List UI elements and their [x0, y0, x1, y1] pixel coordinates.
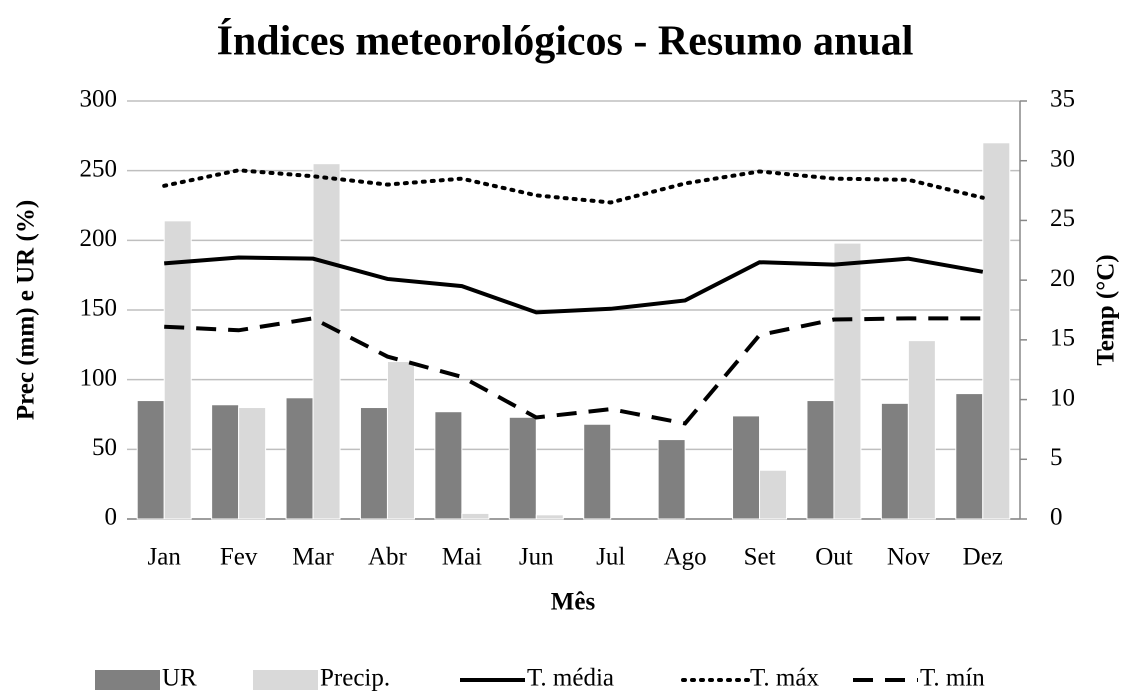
- bar: [386, 361, 415, 520]
- bar: [759, 469, 788, 520]
- bar: [359, 407, 388, 520]
- bar: [434, 411, 463, 520]
- x-tick-label: Abr: [368, 544, 408, 571]
- line-series: [164, 316, 983, 426]
- y2-tick-label: 35: [1050, 86, 1075, 113]
- legend-swatch: [95, 670, 160, 690]
- y2-tick-label: 30: [1050, 145, 1075, 172]
- x-tick-label: Mai: [442, 544, 482, 571]
- x-tick-label: Set: [744, 544, 776, 571]
- bar: [461, 512, 490, 520]
- bar: [583, 423, 612, 520]
- bar: [136, 400, 165, 520]
- bar: [880, 402, 909, 520]
- y2-tick-label: 25: [1050, 205, 1075, 232]
- x-tick-label: Nov: [887, 544, 931, 571]
- x-tick-label: Mar: [292, 544, 334, 571]
- line-series: [162, 168, 985, 205]
- y-tick-label: 100: [80, 364, 118, 391]
- y-tick-label: 150: [80, 295, 118, 322]
- chart-title: Índices meteorológicos - Resumo anual: [217, 18, 914, 65]
- legend-label: T. máx: [750, 665, 819, 692]
- bar: [535, 514, 564, 520]
- y-tick-label: 250: [80, 155, 118, 182]
- bar: [806, 400, 835, 520]
- y2-tick-label: 15: [1050, 325, 1075, 352]
- bar: [285, 397, 314, 520]
- y2-tick-label: 10: [1050, 384, 1075, 411]
- y2-tick-label: 5: [1050, 444, 1063, 471]
- bar: [238, 407, 267, 520]
- line-series: [164, 255, 984, 315]
- bar: [732, 415, 761, 520]
- x-tick-label: Dez: [963, 544, 1003, 571]
- x-tick-label: Fev: [220, 544, 258, 571]
- y-tick-label: 50: [92, 434, 117, 461]
- x-tick-label: Jul: [596, 544, 625, 571]
- x-tick-label: Out: [815, 544, 853, 571]
- bar: [833, 242, 862, 520]
- y-tick-label: 200: [80, 225, 118, 252]
- x-tick-label: Jan: [148, 544, 182, 571]
- x-tick-label: Ago: [664, 544, 707, 571]
- bar: [163, 220, 192, 520]
- legend-label: T. mín: [920, 665, 985, 692]
- legend-label: Precip.: [320, 665, 390, 692]
- x-axis-label: Mês: [551, 589, 596, 616]
- legend-label: T. média: [527, 665, 614, 692]
- y2-axis-label: Temp (°C): [1093, 254, 1120, 365]
- y-tick-label: 300: [80, 86, 118, 113]
- x-tick-label: Jun: [519, 544, 554, 571]
- bar: [982, 142, 1011, 520]
- bar: [955, 393, 984, 520]
- bar: [211, 404, 240, 520]
- bar: [508, 416, 537, 520]
- legend-swatch: [253, 670, 318, 690]
- y-tick-label: 0: [105, 504, 118, 531]
- bar: [907, 340, 936, 520]
- y-axis-label: Prec (mm) e UR (%): [13, 200, 40, 420]
- legend-label: UR: [162, 665, 197, 692]
- bar: [312, 163, 341, 520]
- y2-tick-label: 0: [1050, 504, 1063, 531]
- y2-tick-label: 20: [1050, 265, 1075, 292]
- bar: [657, 439, 686, 520]
